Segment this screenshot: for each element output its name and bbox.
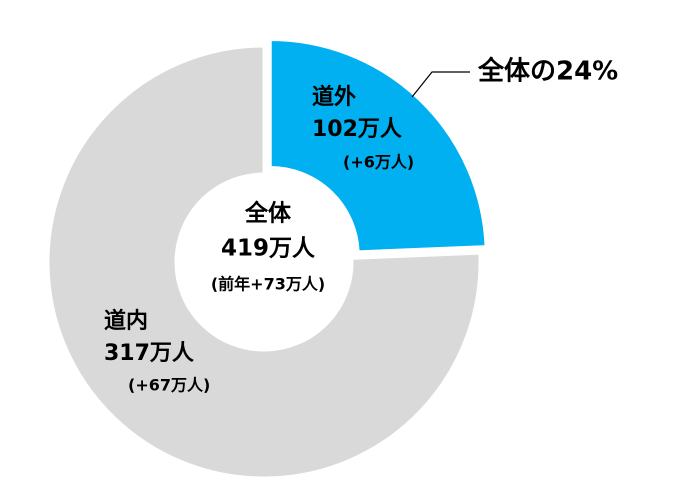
change-label: (+67万人) (128, 376, 210, 395)
center-title: 全体 (244, 200, 292, 227)
donut-slice (268, 38, 488, 254)
center-change: (前年+73万人) (211, 275, 325, 294)
slice-label: 道内 (104, 308, 148, 334)
value-label: 317万人 (104, 341, 194, 366)
donut-slice (46, 44, 482, 480)
annotation: 全体の24% (477, 56, 618, 87)
change-label: (+6万人) (343, 153, 414, 172)
leader-line (411, 71, 470, 98)
slice-label: 道外 (312, 84, 356, 110)
value-label: 102万人 (312, 117, 402, 142)
center-value: 419万人 (221, 236, 316, 262)
